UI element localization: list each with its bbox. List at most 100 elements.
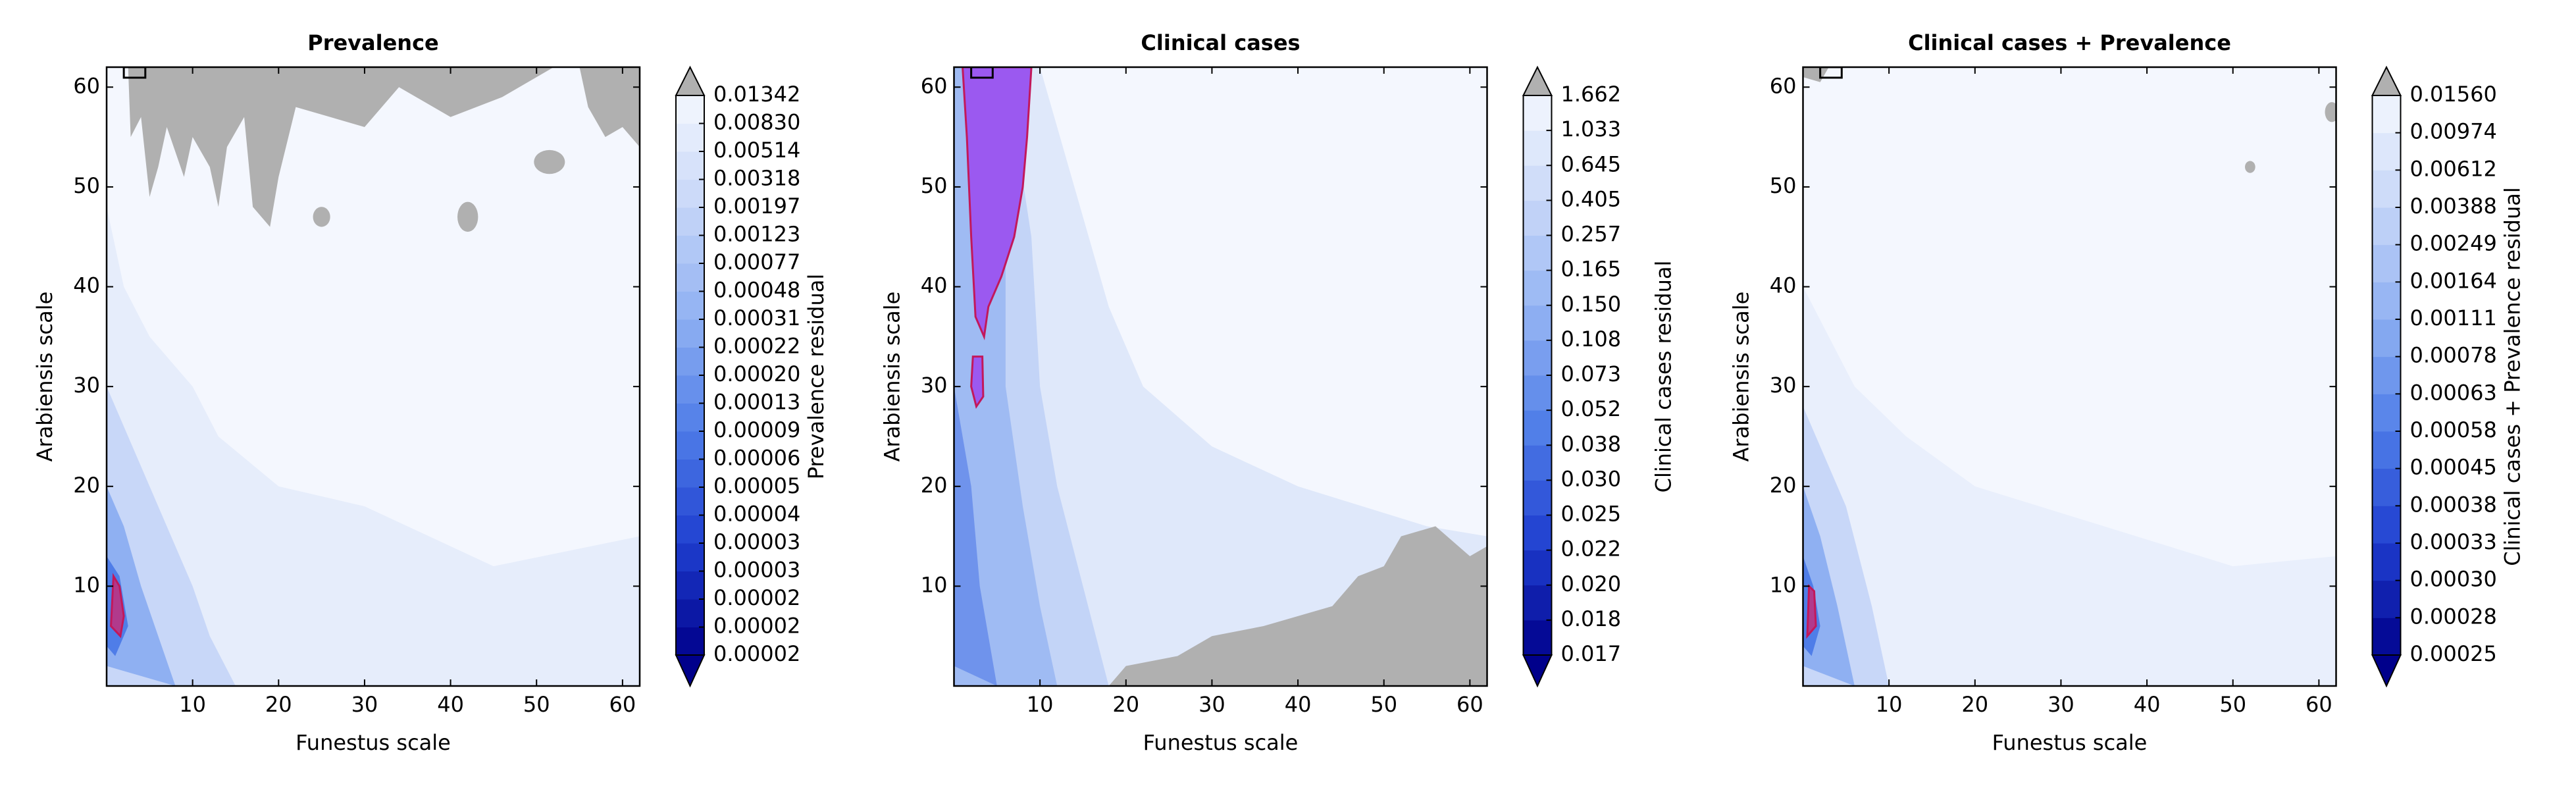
y-tick-label: 60 <box>73 73 100 98</box>
contour-region <box>534 149 565 174</box>
colorbar-tick-label: 0.018 <box>1561 606 1622 631</box>
colorbar-tick-label: 0.00020 <box>713 361 800 386</box>
colorbar-tick-label: 0.00031 <box>713 305 800 330</box>
colorbar-segment <box>2372 356 2401 394</box>
colorbar-tick-label: 0.00077 <box>713 250 800 275</box>
colorbar-extend-bottom <box>1522 654 1553 688</box>
colorbar-segment <box>676 571 704 600</box>
colorbar-segment <box>676 459 704 488</box>
colorbar-frame <box>2371 95 2402 656</box>
colorbar-tick-label: 0.01560 <box>2410 82 2497 107</box>
colorbar-extend-bottom <box>675 654 706 688</box>
colorbar-segment <box>676 291 704 320</box>
colorbar-tick-label: 0.108 <box>1561 327 1622 352</box>
x-tick-label: 10 <box>1876 692 1903 717</box>
y-tick-label: 30 <box>73 373 100 398</box>
colorbar-tick-label: 0.00009 <box>713 417 800 442</box>
colorbar-label: Prevalence residual <box>804 274 829 480</box>
y-tick-label: 40 <box>921 273 948 298</box>
colorbar-tick-label: 0.00318 <box>713 166 800 191</box>
colorbar-tick-label: 0.00002 <box>713 585 800 610</box>
colorbar-segment <box>2372 618 2401 656</box>
colorbar-segment <box>676 235 704 264</box>
colorbar-tick-label: 0.257 <box>1561 222 1622 247</box>
colorbar-tick-label: 0.00022 <box>713 334 800 359</box>
colorbar-tick-label: 0.00249 <box>2410 231 2497 256</box>
colorbar-tick-label: 0.00045 <box>2410 455 2497 480</box>
colorbar-tick-label: 0.00388 <box>2410 194 2497 219</box>
x-tick-label: 60 <box>1456 692 1483 717</box>
colorbar-tick-label: 0.00038 <box>2410 492 2497 517</box>
colorbar-segment <box>2372 431 2401 469</box>
contour-region <box>962 67 1033 340</box>
colorbar-tick-label: 0.00078 <box>2410 343 2497 368</box>
colorbar-tick-label: 0.00002 <box>713 614 800 639</box>
axes-frame <box>1802 66 2337 687</box>
y-tick-label: 50 <box>1770 173 1797 198</box>
colorbar-tick-label: 0.01342 <box>713 82 800 107</box>
colorbar-segment <box>1523 235 1552 271</box>
colorbar-segment <box>676 263 704 292</box>
x-tick-label: 60 <box>2306 692 2332 717</box>
contour-region <box>2245 161 2255 173</box>
x-tick-label: 40 <box>2134 692 2161 717</box>
colorbar-segment <box>1523 130 1552 166</box>
colorbar-segment <box>1523 95 1552 131</box>
chart-title: Clinical cases + Prevalence <box>1908 30 2231 55</box>
x-tick-label: 30 <box>351 692 378 717</box>
colorbar-tick-label: 0.017 <box>1561 641 1622 666</box>
x-axis-label: Funestus scale <box>1992 730 2148 755</box>
colorbar-segment <box>2372 543 2401 581</box>
y-tick-label: 10 <box>921 572 948 597</box>
colorbar-segment <box>676 403 704 432</box>
colorbar-tick-label: 0.405 <box>1561 186 1622 211</box>
colorbar-tick-label: 0.00123 <box>713 222 800 247</box>
y-tick-label: 60 <box>1770 73 1797 98</box>
colorbar-segment <box>2372 95 2401 134</box>
y-tick-label: 50 <box>921 173 948 198</box>
plot-area <box>1803 67 2336 686</box>
colorbar-tick-label: 0.645 <box>1561 151 1622 176</box>
colorbar-segment <box>676 431 704 460</box>
colorbar-tick-label: 0.00030 <box>2410 567 2497 592</box>
colorbar-tick-label: 0.00197 <box>713 194 800 219</box>
colorbar-tick-label: 0.00048 <box>713 278 800 303</box>
colorbar-tick-label: 0.038 <box>1561 431 1622 456</box>
contour-region <box>1108 526 1487 686</box>
x-tick-label: 50 <box>1370 692 1397 717</box>
marker-box <box>1819 67 1843 79</box>
colorbar-segment <box>1523 410 1552 446</box>
colorbar-segment <box>1523 585 1552 621</box>
x-tick-label: 20 <box>1112 692 1139 717</box>
colorbar-segment <box>1523 550 1552 586</box>
contour-region <box>970 356 985 409</box>
colorbar-tick-label: 0.00004 <box>713 502 800 527</box>
axes-frame <box>953 66 1488 687</box>
colorbar-tick-label: 0.00164 <box>2410 268 2497 293</box>
colorbar-tick-label: 0.00028 <box>2410 604 2497 629</box>
chart-title: Prevalence <box>307 30 439 55</box>
colorbar-segment <box>676 347 704 376</box>
colorbar-segment <box>2372 468 2401 506</box>
y-tick-label: 20 <box>1770 473 1797 498</box>
x-tick-label: 30 <box>1198 692 1225 717</box>
x-tick-label: 50 <box>523 692 550 717</box>
colorbar-label: Clinical cases + Prevalence residual <box>2500 187 2525 566</box>
colorbar-tick-label: 0.00514 <box>713 138 800 163</box>
colorbar-tick-label: 0.052 <box>1561 396 1622 421</box>
colorbar-tick-label: 0.00058 <box>2410 417 2497 442</box>
colorbar-extend-top <box>675 65 706 96</box>
colorbar-segment <box>676 179 704 208</box>
x-tick-label: 40 <box>437 692 464 717</box>
colorbar-tick-label: 0.025 <box>1561 502 1622 527</box>
colorbar-segment <box>1523 445 1552 481</box>
colorbar-segment <box>676 627 704 656</box>
colorbar-tick-label: 0.165 <box>1561 257 1622 282</box>
contour-region <box>1803 286 2336 686</box>
colorbar-segment <box>676 95 704 124</box>
y-axis-label: Arabiensis scale <box>32 292 57 462</box>
colorbar-extend-top <box>2371 65 2402 96</box>
colorbar-tick-label: 0.022 <box>1561 537 1622 562</box>
colorbar-segment <box>1523 270 1552 306</box>
